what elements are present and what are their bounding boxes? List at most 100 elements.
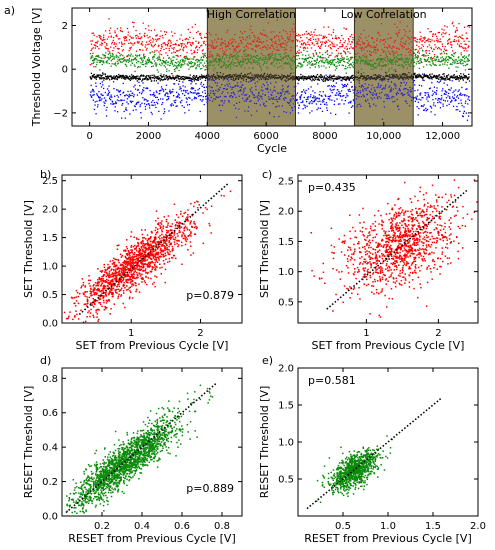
- data-point-black: [164, 76, 166, 78]
- data-point-blue: [352, 105, 354, 107]
- data-point-blue: [176, 91, 178, 93]
- data-point-red: [351, 47, 354, 49]
- x-tick-label: 12,000: [425, 131, 460, 142]
- data-point-red: [202, 49, 204, 51]
- data-point-black: [102, 77, 105, 79]
- data-point-red: [314, 50, 316, 52]
- data-point-red: [160, 44, 163, 46]
- data-point-green: [175, 62, 178, 64]
- data-point-green: [320, 59, 322, 61]
- data-point-blue: [116, 99, 119, 101]
- data-point-black: [249, 77, 251, 79]
- data-point-red: [339, 46, 341, 48]
- data-point-green: [455, 59, 457, 61]
- data-point-black: [358, 80, 360, 82]
- data-point-red: [163, 48, 165, 51]
- data-point-green: [127, 59, 129, 61]
- data-point-blue: [183, 89, 185, 91]
- data-point-blue: [121, 99, 123, 101]
- data-point-red: [317, 41, 319, 43]
- data-point-green: [236, 58, 238, 60]
- data-point-blue: [408, 94, 410, 96]
- data-point-green: [352, 61, 354, 64]
- data-point-red: [187, 28, 189, 31]
- data-point-red: [272, 41, 274, 43]
- data-point-green: [101, 57, 103, 60]
- data-point-red: [235, 41, 237, 43]
- data-point-black: [216, 74, 218, 76]
- data-point-green: [191, 58, 193, 60]
- data-point-red: [112, 36, 115, 39]
- data-point-black: [258, 79, 260, 81]
- data-point-red: [193, 52, 195, 54]
- data-point-red: [359, 44, 362, 46]
- data-point-blue: [395, 85, 397, 87]
- data-point-red: [239, 36, 241, 39]
- data-point-red: [357, 38, 360, 41]
- data-point-blue: [373, 103, 375, 105]
- data-point-green: [464, 58, 466, 60]
- data-point-black: [250, 78, 252, 80]
- data-point-black: [194, 75, 196, 77]
- data-point-blue: [93, 94, 95, 96]
- data-point-green: [382, 57, 384, 60]
- data-point: [63, 311, 66, 314]
- data-point-red: [177, 55, 179, 58]
- data-point-black: [317, 77, 320, 79]
- data-point-blue: [99, 98, 101, 100]
- data-point-blue: [251, 92, 254, 94]
- data-point-black: [383, 78, 385, 80]
- data-point-blue: [174, 102, 176, 104]
- data-point-black: [297, 76, 299, 79]
- data-point-black: [437, 77, 439, 80]
- data-point-black: [312, 75, 315, 77]
- data-point-black: [398, 77, 401, 79]
- data-point: [84, 295, 86, 297]
- data-point-red: [174, 51, 177, 54]
- data-point-red: [129, 48, 131, 50]
- data-point-black: [161, 76, 163, 78]
- data-point-black: [288, 78, 290, 80]
- data-point-green: [452, 58, 454, 60]
- data-point-green: [228, 63, 230, 66]
- data-point-blue: [241, 93, 243, 96]
- data-point-blue: [318, 94, 321, 96]
- data-point-green: [325, 58, 328, 60]
- data-point-green: [320, 65, 323, 67]
- data-point-green: [341, 64, 343, 66]
- data-point-black: [269, 78, 271, 80]
- data-point-red: [180, 34, 182, 36]
- data-point-red: [457, 36, 459, 38]
- data-point-green: [441, 56, 443, 58]
- data-point: [160, 226, 162, 228]
- data-point-blue: [306, 101, 308, 103]
- data-point-blue: [269, 112, 271, 115]
- data-point-blue: [322, 99, 324, 101]
- data-point-red: [413, 38, 415, 40]
- data-point-green: [127, 55, 129, 57]
- data-point: [135, 257, 138, 260]
- data-point-black: [101, 74, 103, 77]
- data-point-blue: [433, 86, 435, 88]
- data-point-red: [104, 39, 106, 41]
- data-point-blue: [139, 105, 141, 108]
- data-point: [182, 237, 185, 240]
- data-point: [118, 290, 121, 292]
- data-point-red: [165, 47, 167, 49]
- data-point: [148, 257, 151, 259]
- data-point-black: [169, 76, 171, 78]
- data-point-black: [216, 77, 218, 79]
- data-point-red: [224, 51, 226, 53]
- data-point-green: [329, 60, 331, 62]
- data-point-black: [324, 77, 326, 79]
- data-point-red: [289, 38, 291, 40]
- data-point: [152, 253, 154, 255]
- data-point: [110, 288, 112, 290]
- data-point-black: [435, 76, 437, 78]
- data-point: [130, 249, 132, 251]
- data-point-red: [297, 52, 300, 54]
- data-point-black: [329, 78, 331, 80]
- data-point-red: [422, 40, 424, 42]
- data-point-green: [119, 58, 121, 60]
- data-point-red: [180, 43, 182, 45]
